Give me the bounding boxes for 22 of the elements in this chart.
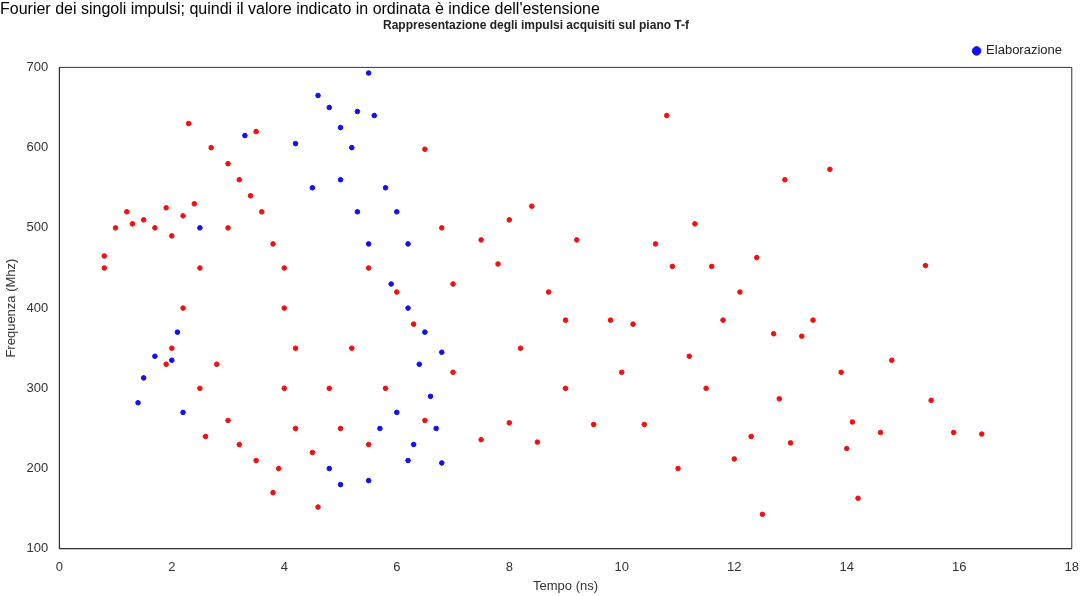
- x-tick-label: 0: [55, 559, 63, 575]
- x-tick-label: 16: [952, 559, 967, 575]
- y-tick-label: 600: [26, 139, 49, 155]
- y-tick-label: 200: [26, 460, 49, 476]
- y-tick-label: 100: [26, 540, 49, 556]
- y-tick-label: 300: [26, 379, 49, 395]
- y-tick-label: 400: [26, 299, 49, 315]
- y-axis-title: Frequenza (Mhz): [3, 258, 19, 358]
- x-tick-label: 14: [839, 559, 855, 575]
- x-tick-label: 8: [505, 559, 513, 575]
- x-tick-label: 10: [614, 559, 630, 575]
- x-tick-label: 4: [280, 559, 288, 575]
- y-tick-label: 500: [26, 219, 49, 235]
- x-tick-label: 6: [393, 559, 401, 575]
- text: Fourier dei singoli impulsi; quindi il valore indicato in ordinata è indice dell'estensione: [0, 0, 601, 18]
- y-tick-label: 700: [26, 58, 49, 74]
- x-tick-label: 12: [727, 559, 742, 575]
- legend-label: Elaborazione: [986, 42, 1062, 58]
- x-tick-label: 2: [168, 559, 176, 575]
- chart-title: Rappresentazione degli impulsi acquisiti sul piano T-f: [382, 17, 691, 32]
- x-tick-label: 18: [1064, 559, 1079, 575]
- x-axis-title: Tempo (ns): [533, 577, 599, 593]
